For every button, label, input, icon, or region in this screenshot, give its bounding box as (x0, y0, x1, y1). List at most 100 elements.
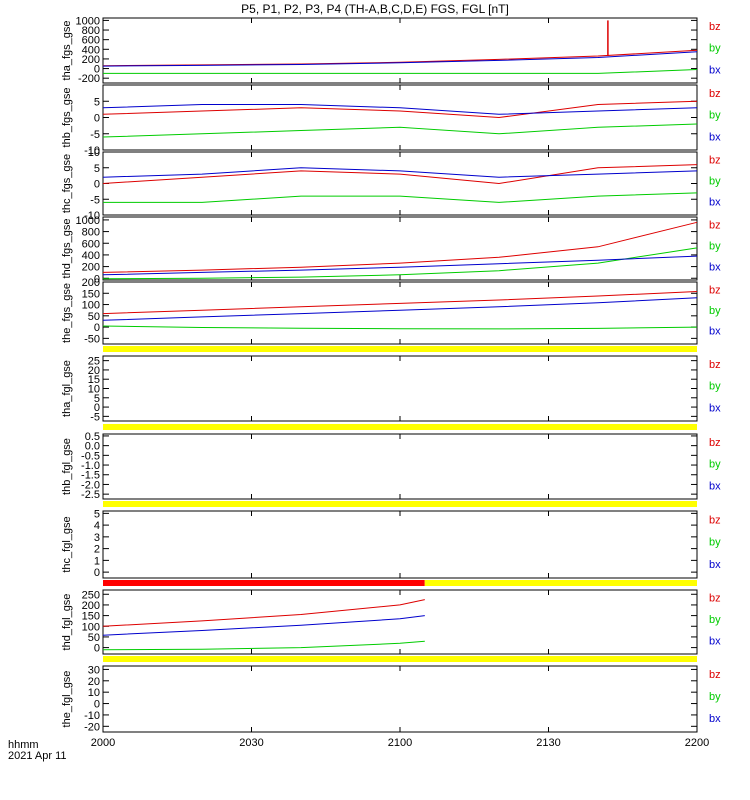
y-tick-label: -5 (90, 194, 100, 206)
status-bar-ok (103, 656, 697, 662)
series-line-bz (102, 221, 698, 273)
y-axis-label: thb_fgl_gse (61, 438, 73, 495)
panel-frame (102, 355, 698, 422)
series-line-bx (102, 104, 698, 115)
legend-by: by (709, 459, 721, 471)
y-tick-label: 0 (94, 273, 100, 285)
y-tick-label: 0 (94, 402, 100, 414)
y-tick-label: -10 (84, 145, 100, 157)
y-axis-label: thb_fgs_gse (61, 88, 73, 148)
panel-frame (102, 665, 698, 733)
y-axis-label: thd_fgs_gse (61, 219, 73, 279)
status-bar-bad (103, 580, 425, 586)
y-axis-label: tha_fgl_gse (61, 360, 73, 417)
legend-bz: bz (709, 593, 721, 605)
y-tick-label: 400 (82, 44, 100, 56)
series-line-bz (102, 164, 698, 185)
y-tick-label: -5 (90, 129, 100, 141)
y-tick-label: 50 (88, 311, 100, 323)
panel-frame (102, 281, 698, 345)
legend-bx: bx (709, 262, 721, 274)
y-tick-label: 0 (94, 699, 100, 711)
y-tick-label: 250 (82, 589, 100, 601)
series-line-by (103, 69, 698, 74)
series-line-by (103, 192, 698, 203)
series-line-bx (102, 615, 425, 636)
legend-bz: bz (709, 220, 721, 232)
legend-bx: bx (709, 326, 721, 338)
legend-bx: bx (709, 713, 721, 725)
y-tick-label: 5 (94, 393, 100, 405)
y-tick-label: -2.5 (81, 489, 100, 501)
y-tick-label: 10 (88, 384, 100, 396)
y-tick-label: 10 (88, 687, 100, 699)
y-tick-label: 200 (82, 262, 100, 274)
y-axis-label: tha_fgs_gse (61, 21, 73, 81)
series-line-by (102, 325, 698, 330)
y-axis-label: the_fgl_gse (61, 671, 73, 728)
status-bar-ok (103, 424, 697, 430)
y-tick-label: -5 (90, 411, 100, 423)
y-tick-label: 0.0 (85, 441, 100, 453)
y-tick-label: -2.0 (81, 479, 100, 491)
y-tick-label: -50 (84, 333, 100, 345)
y-tick-label: 200 (82, 277, 100, 289)
y-tick-label: 10 (88, 147, 100, 159)
date-label: 2021 Apr 11 (8, 750, 67, 762)
y-axis-label: the_fgs_gse (61, 283, 73, 343)
chart-title: P5, P1, P2, P3, P4 (TH-A,B,C,D,E) FGS, F… (241, 2, 509, 16)
panel-thc_fgs_gse: 10 5 0 -5 -10 thc_fgs_gse bz by bx (61, 147, 721, 222)
legend-bx: bx (709, 402, 721, 414)
series-line-bz (102, 599, 425, 627)
y-tick-label: 3 (94, 532, 100, 544)
y-tick-label: 600 (82, 238, 100, 250)
y-tick-label: 0 (94, 322, 100, 334)
y-tick-label: 30 (88, 664, 100, 676)
y-tick-label: 1000 (76, 215, 100, 227)
legend-bx: bx (709, 131, 721, 143)
y-tick-label: -20 (84, 721, 100, 733)
panel-thb_fgs_gse: 5 0 -5 -10 thb_fgs_gse bz by bx (61, 84, 721, 157)
y-tick-label: 150 (82, 611, 100, 623)
y-tick-label: -1.5 (81, 470, 100, 482)
x-tick-label: 2100 (388, 737, 412, 749)
status-bar-ok (424, 580, 697, 586)
x-tick-label: 2000 (91, 737, 115, 749)
y-tick-label: 600 (82, 35, 100, 47)
legend-by: by (709, 176, 721, 188)
y-tick-label: 0.5 (85, 431, 100, 443)
legend-by: by (709, 381, 721, 393)
time-unit-label: hhmm (8, 739, 39, 751)
y-tick-label: 0 (94, 64, 100, 76)
legend-by: by (709, 241, 721, 253)
legend-bz: bz (709, 359, 721, 371)
legend-by: by (709, 614, 721, 626)
series-line-by (102, 123, 698, 138)
series-line-bz (102, 291, 698, 315)
legend-bx: bx (709, 197, 721, 209)
y-tick-label: 800 (82, 227, 100, 239)
y-tick-label: 50 (88, 632, 100, 644)
legend-by: by (709, 43, 721, 55)
legend-bx: bx (709, 64, 721, 76)
y-tick-label: 5 (94, 508, 100, 520)
y-tick-label: 200 (82, 600, 100, 612)
panel-thb_fgl_gse: 0.50.0-0.5-1.0-1.5-2.0-2.5 thb_fgl_gse bz b… (61, 424, 721, 501)
y-tick-label: 5 (94, 96, 100, 108)
y-tick-label: -1.0 (81, 460, 100, 472)
y-tick-label: 100 (82, 300, 100, 312)
legend-by: by (709, 537, 721, 549)
legend-bx: bx (709, 635, 721, 647)
y-tick-label: -200 (78, 73, 100, 85)
y-tick-label: 150 (82, 288, 100, 300)
series-line-bx (102, 167, 698, 178)
legend-bz: bz (709, 88, 721, 100)
y-tick-label: 0 (94, 643, 100, 655)
y-tick-label: 15 (88, 374, 100, 386)
